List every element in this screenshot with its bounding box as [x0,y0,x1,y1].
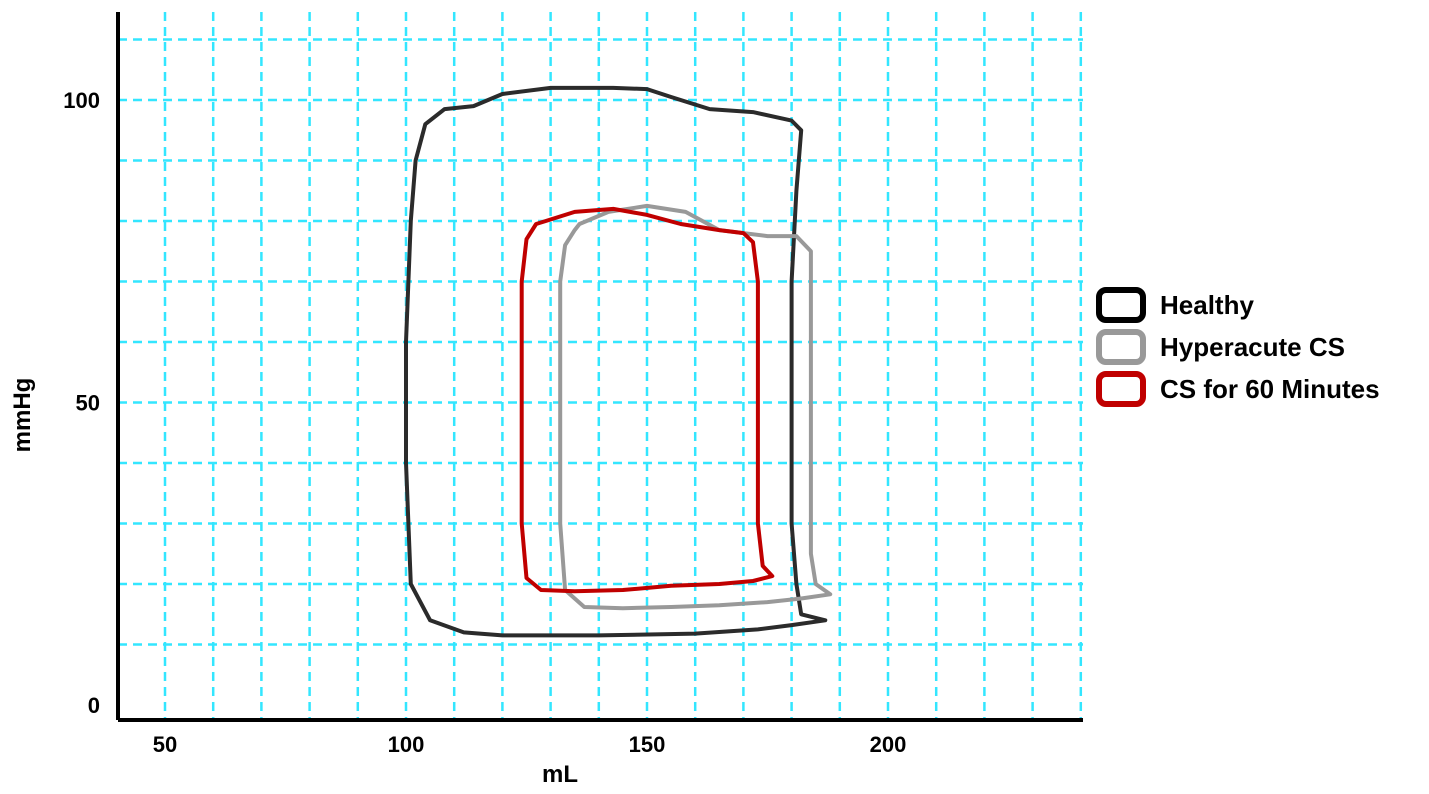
legend-label: Healthy [1160,290,1254,320]
tick-labels: 50 100 150 200 0 50 100 [63,88,906,757]
legend-label: CS for 60 Minutes [1160,374,1380,404]
legend: Healthy Hyperacute CS CS for 60 Minutes [1096,287,1380,407]
legend-swatch [1096,329,1146,365]
legend-swatch [1096,287,1146,323]
x-tick-label: 100 [388,732,425,757]
y-tick-label: 50 [76,391,100,416]
legend-swatch [1096,371,1146,407]
series-line-0 [404,85,828,638]
y-tick-label: 100 [63,88,100,113]
x-tick-label: 50 [153,732,177,757]
y-axis-title: mmHg [9,378,36,453]
x-tick-label: 200 [870,732,907,757]
x-axis-title: mL [542,761,578,788]
grid-layer [118,12,1083,720]
axes-layer [116,12,1083,722]
series-line-2 [519,206,775,594]
series-layer [404,85,833,638]
x-tick-label: 150 [629,732,666,757]
y-tick-label: 0 [88,693,100,718]
legend-label: Hyperacute CS [1160,332,1345,362]
